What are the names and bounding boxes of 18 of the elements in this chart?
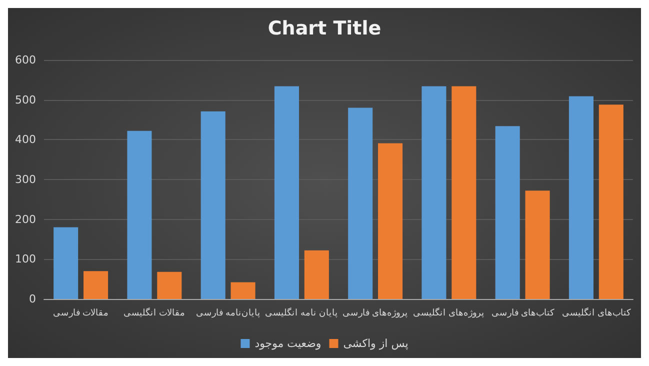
- y-tick-label: 400: [15, 133, 36, 146]
- x-tick-label: پروژه‌های فارسی: [342, 308, 408, 318]
- y-tick-label: 200: [15, 212, 36, 226]
- y-tick-label: 300: [15, 173, 36, 186]
- legend-label: وضعیت موجود: [254, 337, 322, 350]
- x-tick-label: کتاب‌های فارسی: [491, 308, 555, 318]
- x-tick-label: پایان نامه انگلیسی: [265, 306, 338, 318]
- x-tick-label: کتاب‌های انگلیسی: [562, 306, 632, 318]
- x-tick-label: پروژه‌های انگلیسی: [413, 306, 485, 318]
- y-tick-label: 100: [15, 252, 36, 266]
- y-tick-label: 600: [15, 54, 36, 66]
- y-tick-label: 0: [29, 292, 36, 306]
- x-tick-label: مقالات انگلیسی: [124, 306, 186, 318]
- y-tick-label: 500: [15, 93, 36, 106]
- chart-title: Chart Title: [268, 18, 382, 40]
- legend-label: پس از واکشی: [343, 337, 408, 350]
- x-tick-label: پایان‌نامه فارسی: [196, 308, 260, 318]
- x-tick-label: مقالات فارسی: [53, 308, 109, 318]
